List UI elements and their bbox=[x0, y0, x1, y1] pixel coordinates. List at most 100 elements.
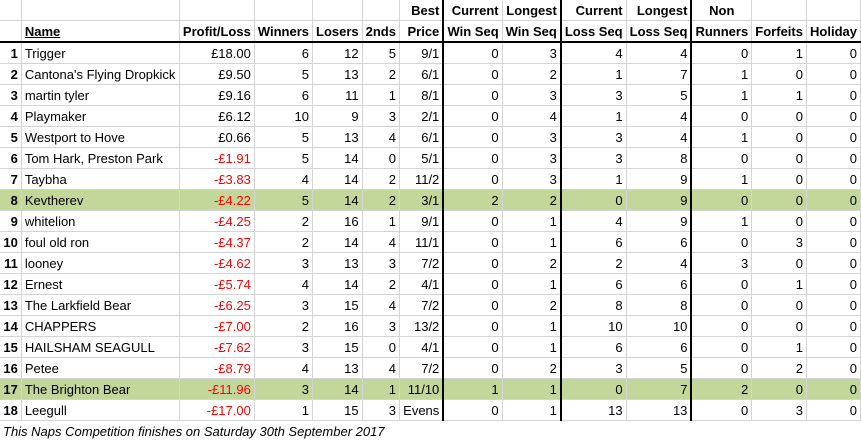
longest-win-seq-cell: 3 bbox=[502, 148, 561, 169]
non-runners-cell: 1 bbox=[691, 211, 751, 232]
header-blank bbox=[362, 0, 399, 21]
holiday-cell: 0 bbox=[806, 190, 860, 211]
seconds-cell: 4 bbox=[362, 358, 399, 379]
header-non-runners-top: Non bbox=[691, 0, 751, 21]
longest-win-seq-cell: 1 bbox=[502, 316, 561, 337]
seconds-cell: 2 bbox=[362, 190, 399, 211]
longest-loss-seq-cell: 9 bbox=[626, 211, 691, 232]
profit-loss-cell: -£8.79 bbox=[179, 358, 254, 379]
seconds-cell: 4 bbox=[362, 232, 399, 253]
rank-cell: 11 bbox=[0, 253, 21, 274]
current-loss-seq-cell: 4 bbox=[561, 211, 626, 232]
profit-loss-cell: -£17.00 bbox=[179, 400, 254, 421]
non-runners-cell: 0 bbox=[691, 295, 751, 316]
current-loss-seq-cell: 3 bbox=[561, 358, 626, 379]
header-blank bbox=[0, 0, 21, 21]
name-cell: foul old ron bbox=[21, 232, 179, 253]
longest-loss-seq-cell: 9 bbox=[626, 169, 691, 190]
seconds-cell: 0 bbox=[362, 337, 399, 358]
longest-loss-seq-cell: 4 bbox=[626, 42, 691, 64]
current-win-seq-cell: 0 bbox=[443, 232, 502, 253]
current-win-seq-cell: 0 bbox=[443, 148, 502, 169]
current-loss-seq-cell: 1 bbox=[561, 169, 626, 190]
best-price-cell: Evens bbox=[399, 400, 443, 421]
forfeits-cell: 2 bbox=[752, 358, 807, 379]
longest-win-seq-cell: 1 bbox=[502, 379, 561, 400]
holiday-cell: 0 bbox=[806, 106, 860, 127]
current-loss-seq-cell: 13 bbox=[561, 400, 626, 421]
current-win-seq-cell: 0 bbox=[443, 42, 502, 64]
non-runners-cell: 0 bbox=[691, 337, 751, 358]
header-blank bbox=[21, 0, 179, 21]
losers-cell: 14 bbox=[313, 274, 363, 295]
forfeits-cell: 0 bbox=[752, 253, 807, 274]
seconds-cell: 1 bbox=[362, 211, 399, 232]
winners-cell: 5 bbox=[254, 64, 312, 85]
rank-cell: 12 bbox=[0, 274, 21, 295]
current-win-seq-cell: 0 bbox=[443, 127, 502, 148]
name-cell: Taybha bbox=[21, 169, 179, 190]
rank-cell: 1 bbox=[0, 42, 21, 64]
header-blank bbox=[752, 0, 807, 21]
header-longest-loss-seq: Loss Seq bbox=[626, 21, 691, 43]
winners-cell: 6 bbox=[254, 85, 312, 106]
header-winners: Winners bbox=[254, 21, 312, 43]
rank-cell: 3 bbox=[0, 85, 21, 106]
losers-cell: 13 bbox=[313, 127, 363, 148]
losers-cell: 14 bbox=[313, 190, 363, 211]
header-blank bbox=[313, 0, 363, 21]
best-price-cell: 11/10 bbox=[399, 379, 443, 400]
longest-win-seq-cell: 3 bbox=[502, 127, 561, 148]
winners-cell: 3 bbox=[254, 253, 312, 274]
winners-cell: 2 bbox=[254, 316, 312, 337]
best-price-cell: 13/2 bbox=[399, 316, 443, 337]
longest-loss-seq-cell: 7 bbox=[626, 64, 691, 85]
rank-cell: 5 bbox=[0, 127, 21, 148]
current-win-seq-cell: 0 bbox=[443, 211, 502, 232]
non-runners-cell: 0 bbox=[691, 106, 751, 127]
current-win-seq-cell: 1 bbox=[443, 379, 502, 400]
best-price-cell: 11/1 bbox=[399, 232, 443, 253]
holiday-cell: 0 bbox=[806, 274, 860, 295]
name-cell: HAILSHAM SEAGULL bbox=[21, 337, 179, 358]
holiday-cell: 0 bbox=[806, 316, 860, 337]
seconds-cell: 1 bbox=[362, 379, 399, 400]
rank-cell: 16 bbox=[0, 358, 21, 379]
name-cell: Ernest bbox=[21, 274, 179, 295]
longest-loss-seq-cell: 6 bbox=[626, 274, 691, 295]
winners-cell: 4 bbox=[254, 274, 312, 295]
seconds-cell: 2 bbox=[362, 274, 399, 295]
profit-loss-cell: -£7.00 bbox=[179, 316, 254, 337]
name-cell: The Brighton Bear bbox=[21, 379, 179, 400]
header-non-runners: Runners bbox=[691, 21, 751, 43]
best-price-cell: 7/2 bbox=[399, 358, 443, 379]
losers-cell: 14 bbox=[313, 169, 363, 190]
forfeits-cell: 3 bbox=[752, 400, 807, 421]
rank-cell: 4 bbox=[0, 106, 21, 127]
best-price-cell: 11/2 bbox=[399, 169, 443, 190]
profit-loss-cell: £9.50 bbox=[179, 64, 254, 85]
longest-win-seq-cell: 2 bbox=[502, 64, 561, 85]
longest-win-seq-cell: 3 bbox=[502, 169, 561, 190]
current-loss-seq-cell: 0 bbox=[561, 379, 626, 400]
seconds-cell: 0 bbox=[362, 148, 399, 169]
longest-loss-seq-cell: 8 bbox=[626, 295, 691, 316]
header-current-loss-top: Current bbox=[561, 0, 626, 21]
losers-cell: 13 bbox=[313, 358, 363, 379]
forfeits-cell: 1 bbox=[752, 42, 807, 64]
header-2nds: 2nds bbox=[362, 21, 399, 43]
header-best-price-top: Best bbox=[399, 0, 443, 21]
rank-cell: 18 bbox=[0, 400, 21, 421]
name-cell: martin tyler bbox=[21, 85, 179, 106]
name-cell: Cantona's Flying Dropkick bbox=[21, 64, 179, 85]
non-runners-cell: 1 bbox=[691, 64, 751, 85]
